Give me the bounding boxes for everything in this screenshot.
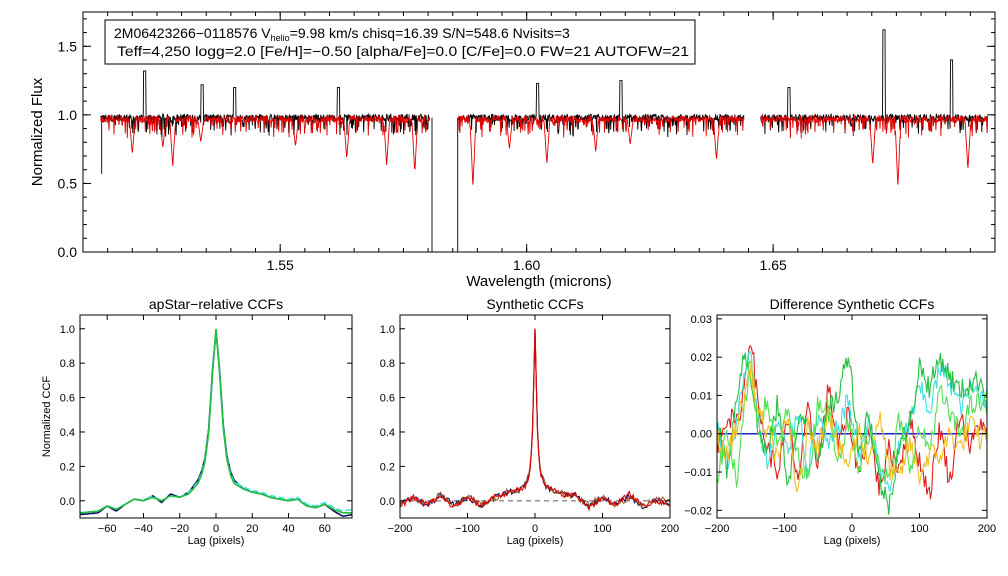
axes-frame xyxy=(79,314,353,519)
x-axis-label: Lag (pixels) xyxy=(507,535,564,547)
x-axis-label: Lag (pixels) xyxy=(188,535,245,547)
x-tick-label: 0 xyxy=(213,523,219,535)
x-tick-label: 40 xyxy=(282,523,294,535)
y-tick-label: 0.4 xyxy=(380,427,395,439)
vhelio-subscript: helio xyxy=(271,33,290,43)
x-tick-label: −20 xyxy=(170,523,189,535)
snr-value: S/N=548.6 xyxy=(442,25,509,41)
series-visit-2 xyxy=(80,330,352,514)
x-axis-label: Lag (pixels) xyxy=(824,535,881,547)
vhelio-value: =9.98 km/s xyxy=(290,25,359,41)
y-tick-label: 0.6 xyxy=(60,393,75,405)
y-tick-label: 0.0 xyxy=(58,244,78,260)
series-visit-2 xyxy=(400,328,670,509)
plot-area xyxy=(80,328,352,518)
series-diff-yellow xyxy=(717,357,987,493)
info-box: 2M06423266−0118576 Vhelio=9.98 km/s chis… xyxy=(104,19,696,65)
chart-2: −60 −40 −20 0 20 40 60 0.0 0.2 0.4 0.6 0.8 1.0 apStar… xyxy=(41,296,353,547)
y-tick-label: 0.03 xyxy=(691,314,712,326)
y-tick-label: 1.0 xyxy=(380,324,395,336)
series-visit-1 xyxy=(400,328,670,510)
plot-area xyxy=(400,328,670,512)
x-tick-label: −200 xyxy=(705,523,730,535)
y-tick-label: −0.01 xyxy=(684,467,712,479)
chart-3: −200 −100 0 100 200 0.0 0.2 0.4 0.6 0.8 1.0 Synthet… xyxy=(380,296,679,547)
y-tick-label: 0.02 xyxy=(691,352,712,364)
y-tick-label: 0.8 xyxy=(60,358,75,370)
y-tick-label: 0.0 xyxy=(380,496,395,508)
y-tick-label: −0.02 xyxy=(684,505,712,517)
chart-4: −200 −100 0 100 200 −0.02 −0.01 0.00 0.01 0.02 0.0… xyxy=(684,296,996,547)
nvisits-value: Nvisits=3 xyxy=(513,25,570,41)
chart-title: Synthetic CCFs xyxy=(486,296,583,312)
y-tick-label: 0.0 xyxy=(60,496,75,508)
vhelio-symbol: V xyxy=(261,25,271,41)
y-tick-label: 1.0 xyxy=(60,324,75,336)
series-model-fit xyxy=(100,114,989,185)
x-tick-label: 20 xyxy=(246,523,258,535)
x-tick-label: 200 xyxy=(661,523,679,535)
x-tick-label: 100 xyxy=(593,523,611,535)
y-tick-label: 0.6 xyxy=(380,393,395,405)
y-axis-label: Normalized Flux xyxy=(29,77,46,186)
x-axis-label: Wavelength (microns) xyxy=(466,273,611,290)
x-tick-label: 1.60 xyxy=(513,257,540,273)
series-visit-1 xyxy=(80,330,352,518)
series-visit-3 xyxy=(400,328,670,512)
plot-area xyxy=(717,344,987,515)
series-visit-3 xyxy=(80,328,352,514)
y-tick-label: 1.5 xyxy=(58,38,78,54)
x-tick-label: −100 xyxy=(772,523,797,535)
y-tick-label: 1.0 xyxy=(58,107,78,123)
x-tick-label: 0 xyxy=(849,523,855,535)
chart-1: 1.55 1.60 1.65 0.0 0.5 1.0 1.5 Wavelength (micr… xyxy=(29,11,996,290)
chisq-value: chisq=16.39 xyxy=(362,25,438,41)
x-tick-label: 1.55 xyxy=(267,257,294,273)
x-tick-label: 100 xyxy=(910,523,928,535)
y-tick-label: 0.8 xyxy=(380,358,395,370)
star-id: 2M06423266−0118576 xyxy=(114,25,258,41)
y-tick-label: 0.4 xyxy=(60,427,75,439)
y-tick-label: 0.01 xyxy=(691,390,712,402)
info-line-1: 2M06423266−0118576 Vhelio=9.98 km/s chis… xyxy=(114,25,570,43)
x-tick-label: −100 xyxy=(455,523,480,535)
x-tick-label: 60 xyxy=(319,523,331,535)
x-tick-label: −60 xyxy=(98,523,117,535)
y-tick-label: 0.00 xyxy=(691,429,712,441)
info-box-frame xyxy=(104,19,696,65)
x-tick-label: −200 xyxy=(388,523,413,535)
chart-title: Difference Synthetic CCFs xyxy=(770,296,935,312)
x-tick-label: 0 xyxy=(532,523,538,535)
axes-frame xyxy=(82,11,996,253)
x-tick-label: 200 xyxy=(978,523,996,535)
y-tick-label: 0.2 xyxy=(380,461,395,473)
y-tick-label: 0.5 xyxy=(58,175,78,191)
series-diff-lime xyxy=(717,360,987,488)
y-axis-label: Normalized CCF xyxy=(41,376,53,458)
stellar-params: Teff=4,250 logg=2.0 [Fe/H]=−0.50 [alpha/… xyxy=(117,43,689,59)
x-tick-label: −40 xyxy=(134,523,153,535)
x-tick-label: 1.65 xyxy=(760,257,787,273)
y-tick-label: 0.2 xyxy=(60,461,75,473)
series-diff-green xyxy=(717,352,987,515)
plot-area xyxy=(100,29,989,252)
chart-title: apStar−relative CCFs xyxy=(149,296,283,312)
